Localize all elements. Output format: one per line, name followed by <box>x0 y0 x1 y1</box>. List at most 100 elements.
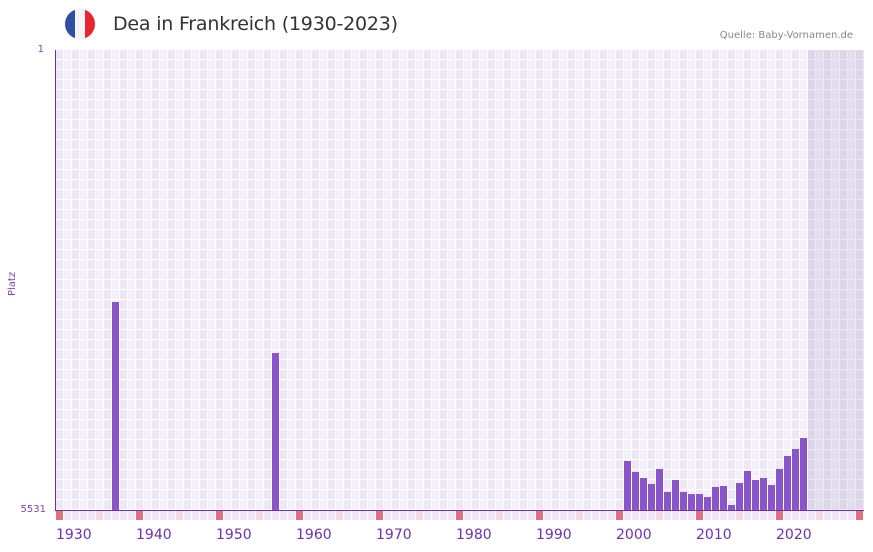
year-marker-1969 <box>368 511 375 520</box>
year-marker-1997 <box>592 511 599 520</box>
bar-2016 <box>744 471 751 510</box>
x-tick-2000: 2000 <box>616 527 652 543</box>
year-marker-1972 <box>392 511 399 520</box>
year-marker-2001 <box>624 511 631 520</box>
year-marker-1983 <box>480 511 487 520</box>
x-tick-2010: 2010 <box>696 527 732 543</box>
year-marker-2004 <box>648 511 655 520</box>
flag-red-stripe <box>85 9 95 39</box>
year-marker-2023 <box>800 511 807 520</box>
bar-2008 <box>680 492 687 510</box>
bar-1937 <box>112 302 119 510</box>
year-marker-1932 <box>72 511 79 520</box>
year-marker-2018 <box>760 511 767 520</box>
year-marker-1995 <box>576 511 583 520</box>
year-marker-1945 <box>176 511 183 520</box>
bar-2018 <box>760 478 767 510</box>
year-marker-1948 <box>200 511 207 520</box>
year-marker-1974 <box>408 511 415 520</box>
plot-area <box>56 50 864 510</box>
year-marker-1984 <box>488 511 495 520</box>
year-marker-2000 <box>616 511 623 520</box>
year-marker-1938 <box>120 511 127 520</box>
year-marker-1931 <box>64 511 71 520</box>
year-marker-1988 <box>520 511 527 520</box>
x-tick-1930: 1930 <box>56 527 92 543</box>
year-marker-2003 <box>640 511 647 520</box>
year-marker-2006 <box>664 511 671 520</box>
year-marker-1935 <box>96 511 103 520</box>
year-marker-1957 <box>272 511 279 520</box>
year-marker-1956 <box>264 511 271 520</box>
year-marker-1973 <box>400 511 407 520</box>
y-axis-label: Platz <box>7 271 18 296</box>
bar-2021 <box>784 456 791 510</box>
year-marker-2024 <box>808 511 815 520</box>
x-tick-1970: 1970 <box>376 527 412 543</box>
year-marker-2020 <box>776 511 783 520</box>
year-marker-1939 <box>128 511 135 520</box>
year-marker-1933 <box>80 511 87 520</box>
flag-blue-stripe <box>65 9 75 39</box>
year-marker-1994 <box>568 511 575 520</box>
plot-grid <box>56 50 864 510</box>
year-marker-1978 <box>440 511 447 520</box>
year-marker-2014 <box>728 511 735 520</box>
year-marker-1934 <box>88 511 95 520</box>
flag-white-stripe <box>75 9 85 39</box>
year-marker-1947 <box>192 511 199 520</box>
year-marker-1950 <box>216 511 223 520</box>
bar-1957 <box>272 353 279 510</box>
year-marker-1960 <box>296 511 303 520</box>
year-marker-2013 <box>720 511 727 520</box>
year-marker-1993 <box>560 511 567 520</box>
bar-2017 <box>752 480 759 510</box>
year-marker-1942 <box>152 511 159 520</box>
year-marker-1986 <box>504 511 511 520</box>
year-marker-2025 <box>816 511 823 520</box>
bar-2003 <box>640 478 647 510</box>
year-marker-1952 <box>232 511 239 520</box>
year-marker-1964 <box>328 511 335 520</box>
year-marker-2022 <box>792 511 799 520</box>
x-tick-1960: 1960 <box>296 527 332 543</box>
year-marker-1940 <box>136 511 143 520</box>
x-tick-1990: 1990 <box>536 527 572 543</box>
year-marker-2002 <box>632 511 639 520</box>
year-marker-2026 <box>824 511 831 520</box>
france-flag-icon <box>65 9 95 39</box>
y-tick-bottom: 5531 <box>20 504 46 515</box>
year-marker-1981 <box>464 511 471 520</box>
x-axis-line <box>55 510 864 511</box>
x-tick-1940: 1940 <box>136 527 172 543</box>
year-marker-1977 <box>432 511 439 520</box>
year-marker-1954 <box>248 511 255 520</box>
year-marker-2027 <box>832 511 839 520</box>
bar-2013 <box>720 486 727 510</box>
year-marker-1953 <box>240 511 247 520</box>
bar-2020 <box>776 469 783 510</box>
year-marker-2016 <box>744 511 751 520</box>
year-marker-1975 <box>416 511 423 520</box>
year-marker-2012 <box>712 511 719 520</box>
year-marker-1976 <box>424 511 431 520</box>
year-marker-2011 <box>704 511 711 520</box>
year-marker-1996 <box>584 511 591 520</box>
year-marker-1992 <box>552 511 559 520</box>
x-tick-1980: 1980 <box>456 527 492 543</box>
year-marker-1967 <box>352 511 359 520</box>
future-shaded-region <box>808 50 864 510</box>
bar-2014 <box>728 505 735 510</box>
year-marker-2008 <box>680 511 687 520</box>
bar-2002 <box>632 472 639 510</box>
year-marker-1946 <box>184 511 191 520</box>
year-marker-1951 <box>224 511 231 520</box>
bar-2010 <box>696 494 703 510</box>
year-marker-2017 <box>752 511 759 520</box>
year-marker-1943 <box>160 511 167 520</box>
bar-2004 <box>648 484 655 510</box>
year-marker-2007 <box>672 511 679 520</box>
year-marker-2010 <box>696 511 703 520</box>
year-marker-1958 <box>280 511 287 520</box>
bar-2011 <box>704 497 711 510</box>
